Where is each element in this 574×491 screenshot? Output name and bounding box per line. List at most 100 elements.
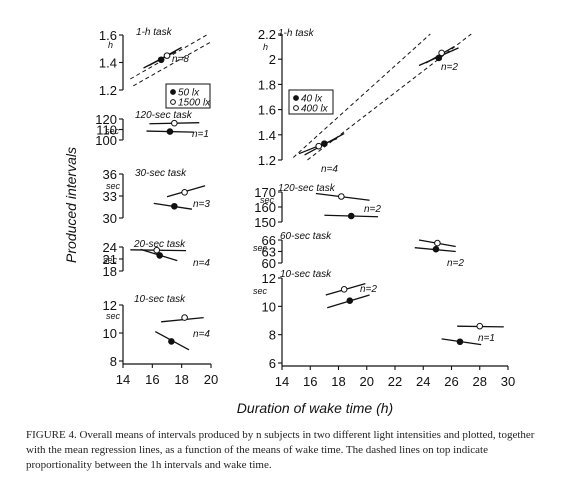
legend-label: 1500 lx: [178, 98, 211, 109]
unit-label-right-1h: h: [263, 42, 268, 52]
n-label-left-120sec: n=1: [192, 129, 209, 140]
data-point-open: [315, 142, 323, 150]
data-point-filled: [321, 140, 328, 147]
y-tick-label-right-10sec: 10: [262, 299, 276, 314]
data-point-filled: [168, 338, 175, 345]
x-tick-label: 24: [416, 374, 430, 389]
n-label-right-60sec: n=2: [447, 258, 464, 269]
data-point-filled: [171, 202, 178, 210]
y-tick-label-left-30sec: 33: [103, 189, 117, 204]
figure-caption: FIGURE 4. Overall means of intervals pro…: [26, 429, 535, 471]
data-point-filled: [435, 54, 443, 62]
y-axis-title: Produced intervals: [63, 147, 79, 263]
x-axis-title: Duration of wake time (h): [237, 400, 393, 416]
unit-label-left-30sec: sec: [106, 181, 121, 191]
unit-label-right-120sec: sec: [260, 195, 275, 205]
y-tick-label-right-120sec: 150: [254, 215, 276, 230]
panel-title-left-10sec: 10-sec task: [134, 294, 186, 305]
y-tick-label-left-120sec: 110: [96, 123, 117, 138]
data-point-open: [181, 314, 188, 321]
y-tick-label-right-1h: 1.4: [258, 128, 276, 143]
data-point-filled: [347, 212, 355, 220]
data-point-open: [476, 322, 484, 330]
n-label-left-10sec: n=4: [193, 329, 210, 340]
x-tick-label: 20: [204, 372, 218, 387]
panel-title-left-120sec: 120-sec task: [135, 110, 193, 121]
x-tick-label: 14: [116, 372, 130, 387]
y-tick-label-left-10sec: 12: [103, 298, 117, 313]
x-tick-label: 26: [444, 374, 458, 389]
legend-marker-open: [170, 99, 176, 105]
panel-title-right-120sec: 120-sec task: [278, 183, 336, 194]
y-tick-label-right-120sec: 160: [254, 200, 276, 215]
y-tick-label-left-120sec: 100: [95, 133, 117, 148]
n-label-lower-right-1h: n=4: [321, 164, 338, 175]
data-point-open: [153, 246, 161, 254]
legend-label: 50 lx: [178, 88, 200, 99]
proportionality-line: [292, 33, 431, 158]
panel-title-left-1h: 1-h task: [136, 27, 173, 38]
y-tick-label-right-10sec: 8: [269, 328, 276, 343]
data-point-filled: [157, 56, 165, 64]
y-tick-label-right-1h: 1.6: [258, 103, 276, 118]
x-tick-label: 18: [331, 374, 345, 389]
n-label-right-1h: n=2: [441, 62, 458, 73]
panel-title-right-60sec: 60-sec task: [280, 231, 332, 242]
y-tick-label-left-1h: 1.6: [99, 28, 117, 43]
y-tick-label-right-10sec: 12: [262, 271, 276, 286]
data-point-open: [438, 49, 445, 57]
legend-label: 40 lx: [301, 94, 323, 105]
y-tick-label-right-1h: 2: [269, 52, 276, 67]
y-tick-label-left-1h: 1.2: [99, 83, 117, 98]
n-label-second-right-10sec: n=1: [478, 333, 495, 344]
y-tick-label-right-1h: 1.8: [258, 77, 276, 92]
x-tick-label: 14: [275, 374, 289, 389]
x-tick-label: 16: [145, 372, 159, 387]
n-label-right-120sec: n=2: [364, 204, 381, 215]
unit-label-left-120sec: sec: [105, 126, 120, 136]
n-label-left-1h: n=8: [172, 54, 189, 65]
n-label-left-20sec: n=4: [193, 258, 210, 269]
data-point-filled: [432, 245, 440, 253]
panel-title-left-20sec: 20-sec task: [133, 239, 186, 250]
data-point-open: [338, 193, 345, 200]
unit-label-left-1h: h: [108, 40, 113, 50]
y-tick-label-right-60sec: 63: [262, 245, 276, 260]
y-tick-label-left-20sec: 18: [103, 264, 117, 279]
legend-marker-open: [293, 105, 299, 111]
data-point-filled: [456, 338, 464, 346]
data-point-filled: [166, 128, 174, 135]
y-tick-label-left-30sec: 30: [103, 211, 117, 226]
panel-title-right-10sec: 10-sec task: [280, 269, 332, 280]
x-tick-label: 22: [388, 374, 402, 389]
y-tick-label-left-20sec: 21: [103, 252, 117, 267]
legend-label: 400 lx: [301, 104, 329, 115]
data-point-filled: [156, 252, 163, 259]
panel-title-right-1h: 1-h task: [278, 28, 315, 39]
x-tick-label: 28: [473, 374, 487, 389]
y-tick-label-left-20sec: 24: [103, 240, 117, 255]
data-point-open: [163, 52, 171, 59]
x-tick-label: 20: [360, 374, 374, 389]
x-tick-label: 18: [174, 372, 188, 387]
unit-label-left-20sec: sec: [103, 255, 118, 265]
panel-title-left-30sec: 30-sec task: [135, 168, 187, 179]
y-tick-label-right-10sec: 6: [269, 356, 276, 371]
y-tick-label-left-30sec: 36: [103, 167, 117, 182]
y-tick-label-right-1h: 1.2: [258, 153, 276, 168]
n-label-right-10sec: n=2: [360, 284, 377, 295]
y-tick-label-right-120sec: 170: [254, 185, 276, 200]
x-tick-label: 16: [303, 374, 317, 389]
data-point-open: [181, 189, 188, 196]
y-tick-label-right-60sec: 60: [262, 256, 276, 271]
y-tick-label-left-1h: 1.4: [99, 56, 117, 71]
y-tick-label-left-10sec: 10: [103, 326, 117, 341]
y-tick-label-right-60sec: 66: [262, 233, 276, 248]
data-point-filled: [346, 297, 354, 304]
data-point-open: [340, 286, 348, 293]
n-label-left-30sec: n=3: [193, 199, 210, 210]
unit-label-right-10sec: sec: [253, 286, 268, 296]
unit-label-right-60sec: sec: [253, 243, 268, 253]
data-point-open: [171, 119, 178, 127]
